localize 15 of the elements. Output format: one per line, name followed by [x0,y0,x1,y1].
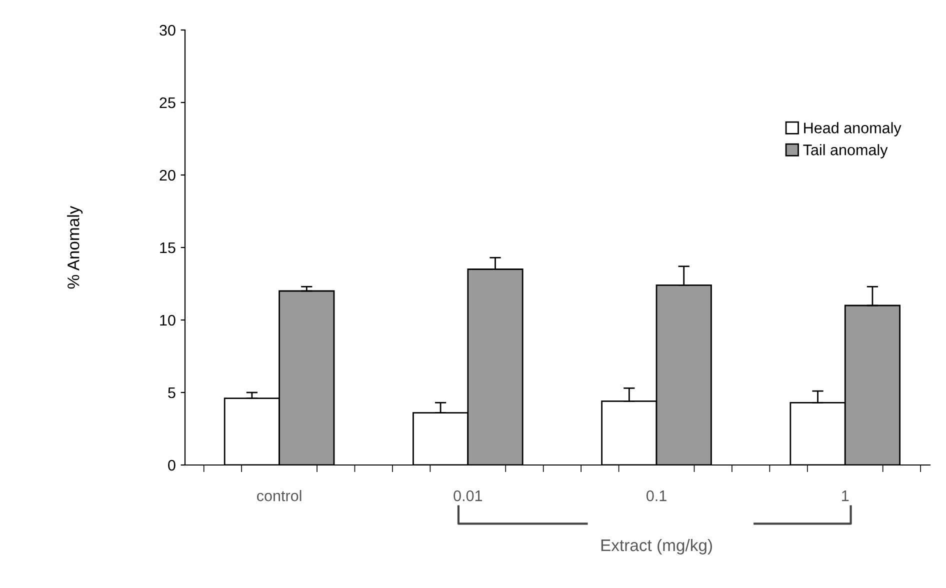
x-tick-label: 1 [842,490,849,502]
y-tick-label: 5 [168,388,176,398]
y-axis-title: % Anomaly [67,206,83,289]
y-tick-label: 15 [160,242,176,254]
y-tick-label: 20 [160,170,176,181]
x-tick-label: control [257,490,302,502]
x-tick-label: 0.01 [454,490,482,502]
y-tick-label: 10 [160,314,176,326]
y-tick-label: 25 [160,97,176,108]
x-tick-label: 0.1 [646,490,666,502]
legend-label: Head anomaly [804,122,902,136]
legend-label: Tail anomaly [803,144,888,158]
y-tick-label: 30 [160,24,176,36]
y-tick-label: 0 [168,460,176,471]
x-axis-title: Extract (mg/kg) [601,538,712,554]
